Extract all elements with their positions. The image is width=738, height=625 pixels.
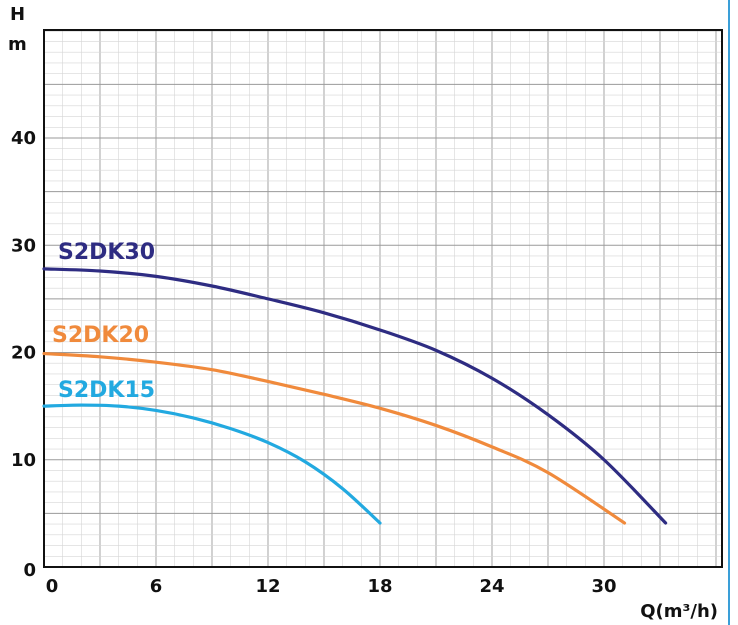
series-label-s2dk15: S2DK15 [58,378,155,403]
curves [42,267,668,525]
x-tick-label: 0 [46,576,59,597]
series-line-s2dk30 [42,267,668,525]
y-tick-label: 40 [11,128,36,149]
y-axis-unit: m [8,34,27,55]
y-tick-label: 10 [11,450,36,471]
y-axis-label: H [10,4,25,25]
ticks: 0 6 12 18 24 30 0 10 20 30 40 [11,128,617,597]
x-tick-label: 6 [150,576,163,597]
y-tick-label: 20 [11,343,36,364]
x-tick-label: 24 [479,576,504,597]
x-tick-label: 12 [255,576,280,597]
plot-frame [43,29,723,568]
series-label-s2dk20: S2DK20 [52,323,149,348]
x-tick-label: 30 [591,576,616,597]
series-line-s2dk20 [42,351,627,525]
series-label-s2dk30: S2DK30 [58,240,155,265]
y-tick-label: 0 [23,560,36,581]
y-tick-label: 30 [11,235,36,256]
series-labels: S2DK30 S2DK20 S2DK15 [52,240,155,403]
grid [43,30,722,568]
accent-strip [728,0,730,625]
series-line-s2dk15 [42,403,382,525]
x-axis-label: Q(m³/h) [640,601,718,622]
x-tick-label: 18 [367,576,392,597]
